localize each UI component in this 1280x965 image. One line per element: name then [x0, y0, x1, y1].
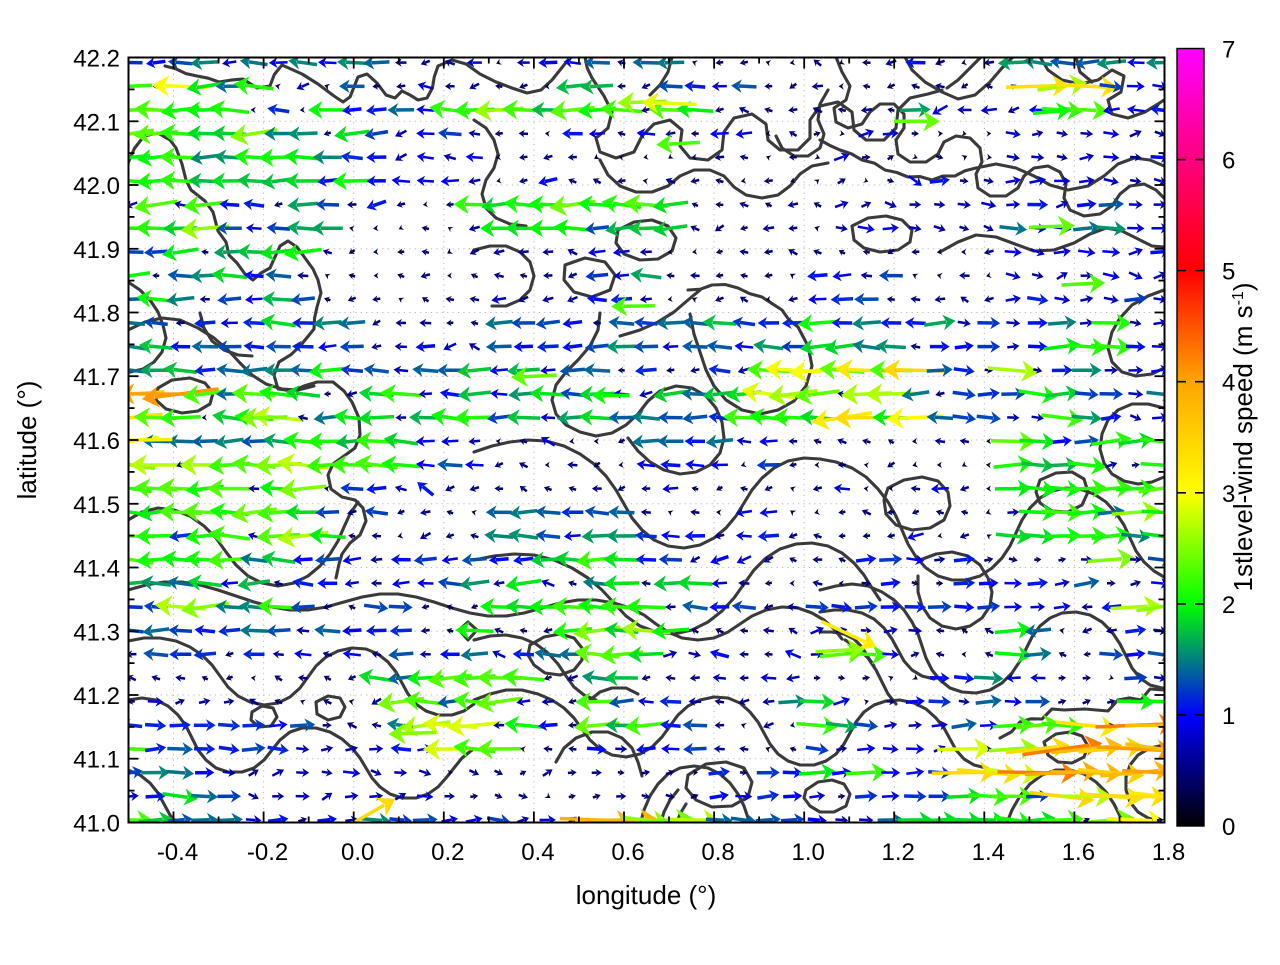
svg-text:41.9: 41.9: [73, 237, 120, 264]
svg-text:1.4: 1.4: [972, 839, 1005, 866]
svg-text:1.0: 1.0: [792, 839, 825, 866]
svg-text:1.8: 1.8: [1152, 839, 1185, 866]
svg-text:42.1: 42.1: [73, 109, 120, 136]
svg-text:-0.4: -0.4: [157, 839, 198, 866]
svg-text:41.8: 41.8: [73, 301, 120, 328]
svg-text:7: 7: [1222, 37, 1235, 64]
svg-text:41.0: 41.0: [73, 811, 120, 838]
svg-text:0.4: 0.4: [521, 839, 554, 866]
svg-text:5: 5: [1222, 259, 1235, 286]
svg-text:41.3: 41.3: [73, 619, 120, 646]
svg-text:41.2: 41.2: [73, 683, 120, 710]
svg-text:41.1: 41.1: [73, 747, 120, 774]
svg-text:0.2: 0.2: [431, 839, 464, 866]
svg-text:41.5: 41.5: [73, 492, 120, 519]
svg-text:0: 0: [1222, 814, 1235, 841]
svg-text:latitude (°): latitude (°): [12, 381, 42, 500]
svg-text:1stlevel-wind speed (m s-1): 1stlevel-wind speed (m s-1): [1228, 282, 1258, 591]
svg-text:42.2: 42.2: [73, 46, 120, 73]
svg-text:1.2: 1.2: [882, 839, 915, 866]
svg-text:0.0: 0.0: [341, 839, 374, 866]
svg-text:2: 2: [1222, 592, 1235, 619]
svg-text:41.7: 41.7: [73, 364, 120, 391]
svg-text:41.4: 41.4: [73, 556, 120, 583]
svg-text:0.6: 0.6: [611, 839, 644, 866]
svg-text:42.0: 42.0: [73, 173, 120, 200]
svg-text:-0.2: -0.2: [247, 839, 288, 866]
svg-text:41.6: 41.6: [73, 428, 120, 455]
svg-text:1: 1: [1222, 703, 1235, 730]
svg-text:0.8: 0.8: [701, 839, 734, 866]
svg-text:6: 6: [1222, 148, 1235, 175]
svg-text:1.6: 1.6: [1062, 839, 1095, 866]
svg-text:longitude (°): longitude (°): [576, 880, 716, 910]
